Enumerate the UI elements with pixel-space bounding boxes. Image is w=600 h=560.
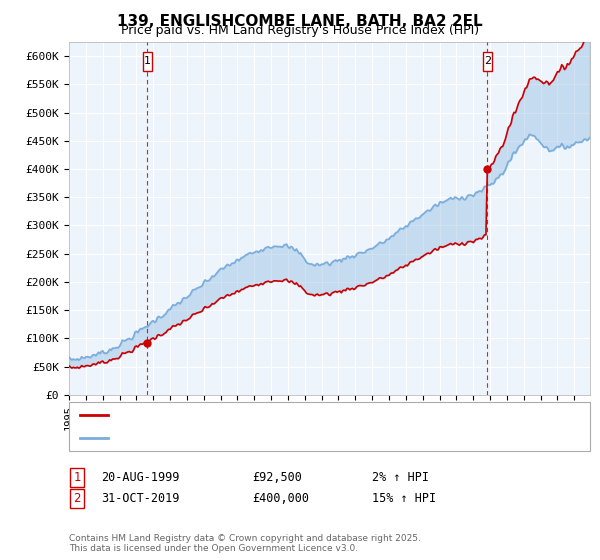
Text: HPI: Average price, semi-detached house, Bath and North East Somerset: HPI: Average price, semi-detached house,… [114, 433, 494, 444]
Text: 139, ENGLISHCOMBE LANE, BATH, BA2 2EL: 139, ENGLISHCOMBE LANE, BATH, BA2 2EL [117, 14, 483, 29]
Text: 20-AUG-1999: 20-AUG-1999 [101, 471, 179, 484]
Text: 1: 1 [143, 57, 151, 67]
Text: 139, ENGLISHCOMBE LANE, BATH, BA2 2EL (semi-detached house): 139, ENGLISHCOMBE LANE, BATH, BA2 2EL (s… [114, 410, 462, 421]
FancyBboxPatch shape [482, 52, 492, 71]
Text: 15% ↑ HPI: 15% ↑ HPI [372, 492, 436, 505]
Text: Contains HM Land Registry data © Crown copyright and database right 2025.
This d: Contains HM Land Registry data © Crown c… [69, 534, 421, 553]
FancyBboxPatch shape [143, 52, 152, 71]
Text: 2% ↑ HPI: 2% ↑ HPI [372, 471, 429, 484]
Text: 31-OCT-2019: 31-OCT-2019 [101, 492, 179, 505]
Text: £400,000: £400,000 [252, 492, 309, 505]
Text: 2: 2 [73, 492, 80, 505]
Text: £92,500: £92,500 [252, 471, 302, 484]
Text: 2: 2 [484, 57, 491, 67]
Text: 1: 1 [73, 471, 80, 484]
Text: Price paid vs. HM Land Registry's House Price Index (HPI): Price paid vs. HM Land Registry's House … [121, 24, 479, 37]
